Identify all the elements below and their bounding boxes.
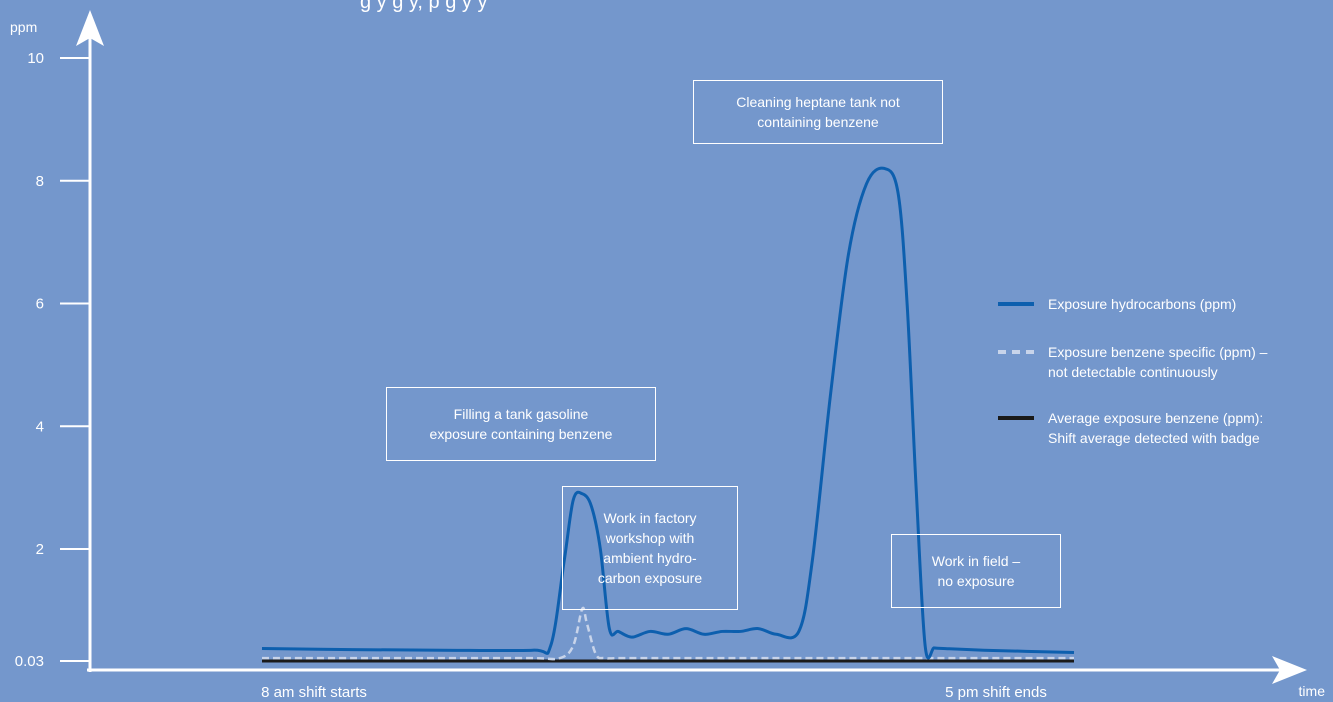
legend-label-hydrocarbons: Exposure hydrocarbons (ppm) [1048,296,1237,312]
y-axis-arrowhead [76,10,104,46]
legend-label-benzene-specific: Exposure benzene specific (ppm) – not det… [1048,344,1268,380]
y-tick-label-1: 2 [36,541,44,558]
legend-label-average-benzene: Average exposure benzene (ppm): Shift ave… [1048,410,1264,446]
annotation-filling-tank: Filling a tank gasoline exposure contain… [386,387,656,461]
legend-swatch-hydrocarbons [998,302,1034,306]
y-axis-label: ppm [10,19,37,35]
annotation-cleaning-heptane: Cleaning heptane tank not containing ben… [693,80,943,144]
y-tick-label-4: 8 [36,173,44,190]
legend-item-benzene-specific: Exposure benzene specific (ppm) – not det… [998,342,1333,386]
legend-swatch-benzene-specific [998,350,1034,354]
y-tick-label-3: 6 [36,296,44,313]
x-label-1: 5 pm shift ends [945,684,1047,701]
y-tick-label-2: 4 [36,418,44,435]
series-line-1 [261,606,1074,661]
chart-title-cropped: g y g y, p g y y [360,0,488,13]
y-tick-label-5: 10 [27,50,44,67]
series-line-0 [261,166,1075,660]
annotation-work-in-field: Work in field – no exposure [891,534,1061,608]
x-axis-label: time [1299,683,1326,699]
legend-item-hydrocarbons: Exposure hydrocarbons (ppm) [998,294,1333,318]
y-tick-label-0: 0.03 [15,653,44,670]
x-axis-arrowhead [1272,656,1307,684]
x-label-0: 8 am shift starts [261,684,367,701]
legend-swatch-average-benzene [998,416,1034,420]
annotation-factory-workshop: Work in factory workshop with ambient hy… [562,486,738,610]
legend-item-average-benzene: Average exposure benzene (ppm): Shift ave… [998,408,1333,452]
